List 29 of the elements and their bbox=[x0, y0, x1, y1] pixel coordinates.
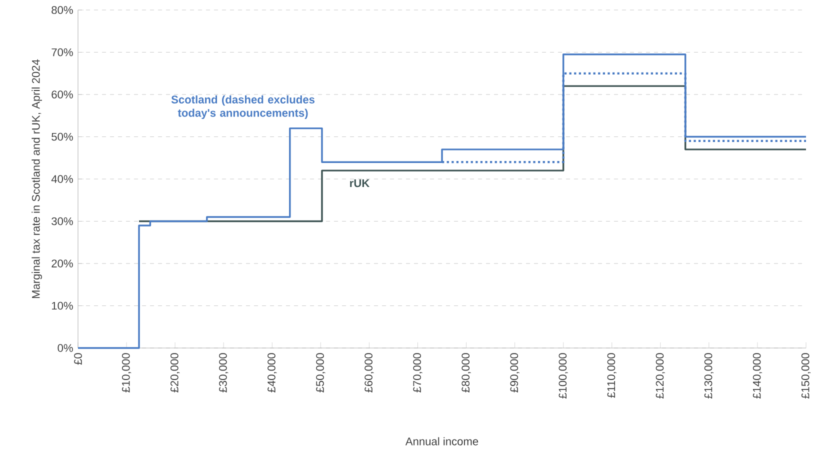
x-tick-label: £70,000 bbox=[413, 353, 422, 392]
x-tick-label: £100,000 bbox=[558, 353, 568, 399]
y-tick-label: 50% bbox=[52, 132, 73, 141]
x-tick-label: £150,000 bbox=[801, 353, 811, 399]
x-tick-label: £10,000 bbox=[122, 353, 132, 392]
x-tick-label: £0 bbox=[74, 353, 82, 365]
y-tick-label: 70% bbox=[52, 48, 73, 56]
y-tick-label: 40% bbox=[51, 175, 73, 183]
y-tick-label: 80% bbox=[52, 6, 73, 14]
x-tick-label: £30,000 bbox=[219, 353, 228, 392]
y-tick-label: 30% bbox=[52, 217, 73, 226]
x-tick-label: £60,000 bbox=[364, 353, 374, 392]
x-tick-label: £40,000 bbox=[268, 353, 277, 392]
x-tick-label: £130,000 bbox=[704, 353, 714, 399]
x-tick-label: £90,000 bbox=[510, 353, 520, 392]
y-axis-title: Marginal tax rate in Scotland and rUK, April 2024 bbox=[32, 59, 42, 298]
x-tick-label: £120,000 bbox=[656, 353, 665, 399]
x-tick-label: £110,000 bbox=[607, 353, 616, 398]
series-label: Scotland (dashed excludes today's announcements) bbox=[171, 95, 315, 120]
x-axis-title: Annual income bbox=[405, 437, 478, 446]
x-tick-label: £140,000 bbox=[752, 353, 762, 399]
y-tick-label: 60% bbox=[52, 90, 73, 98]
series-label: rUK bbox=[350, 179, 370, 188]
y-tick-label: 10% bbox=[52, 302, 73, 310]
x-tick-label: £20,000 bbox=[170, 353, 180, 392]
y-tick-label: 20% bbox=[52, 260, 73, 268]
y-tick-label: 0% bbox=[58, 344, 73, 352]
x-tick-label: £80,000 bbox=[462, 353, 471, 392]
x-tick-label: £50,000 bbox=[316, 353, 326, 392]
